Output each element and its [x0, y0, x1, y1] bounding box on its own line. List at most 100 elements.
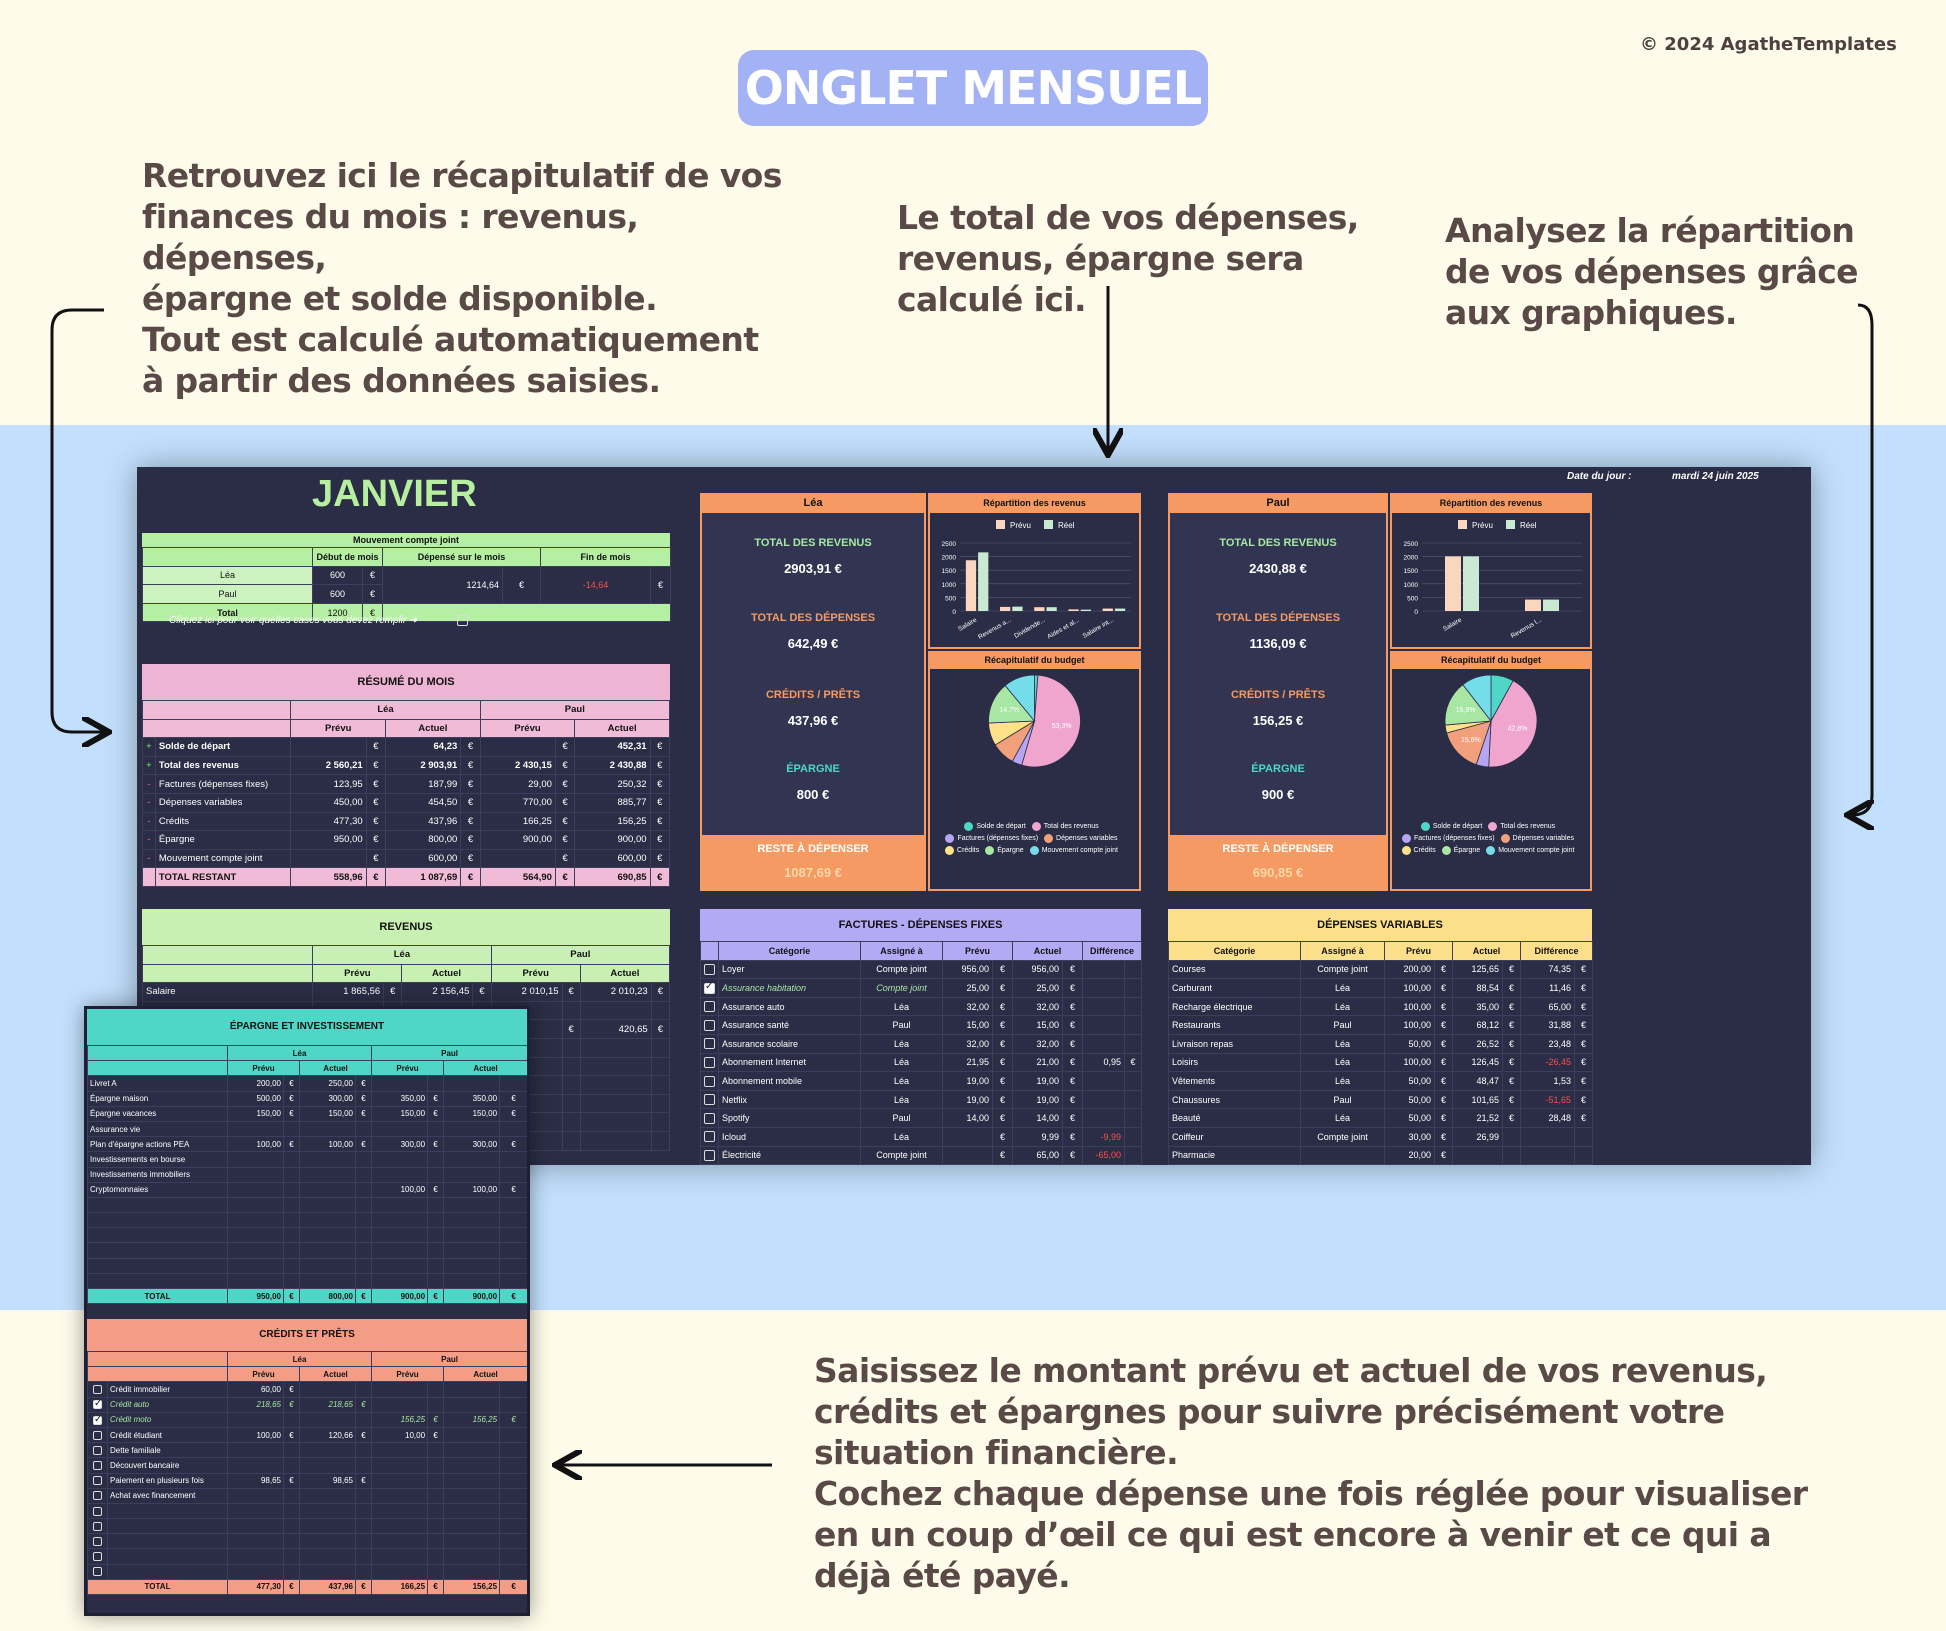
epargne-cell[interactable]: [227, 1257, 284, 1274]
factures-prevu[interactable]: [942, 1126, 993, 1147]
variables-prevu[interactable]: 200,00: [1384, 959, 1435, 980]
credits-checkbox-cell[interactable]: [87, 1518, 108, 1535]
epargne-cell[interactable]: [283, 1196, 300, 1214]
factures-checkbox-cell[interactable]: [700, 996, 719, 1017]
epargne-cell[interactable]: 100,00: [371, 1181, 429, 1198]
credits-cell[interactable]: [227, 1518, 284, 1535]
credits-cell[interactable]: [299, 1563, 356, 1580]
credits-cell[interactable]: [499, 1518, 527, 1535]
epargne-cell[interactable]: [354, 1257, 373, 1274]
epargne-cell[interactable]: [354, 1227, 373, 1244]
credits-cell[interactable]: [107, 1563, 228, 1580]
credits-cell[interactable]: [371, 1381, 429, 1398]
credits-checkbox-cell[interactable]: [87, 1396, 108, 1413]
credits-cell[interactable]: [371, 1502, 429, 1520]
variables-assignee[interactable]: Léa: [1300, 1108, 1385, 1128]
epargne-cell[interactable]: [87, 1257, 228, 1274]
epargne-cell[interactable]: [227, 1151, 284, 1168]
joint-row-start[interactable]: 600: [312, 565, 363, 586]
credits-cell[interactable]: [443, 1426, 501, 1444]
credits-checkbox-cell[interactable]: [87, 1533, 108, 1550]
epargne-cell[interactable]: [443, 1075, 501, 1092]
epargne-cell[interactable]: [87, 1227, 228, 1244]
credits-cell[interactable]: [427, 1548, 445, 1565]
epargne-cell[interactable]: 300,00: [299, 1090, 356, 1107]
epargne-cell[interactable]: [371, 1257, 429, 1274]
variables-prevu[interactable]: 20,00: [1384, 1145, 1435, 1165]
factures-checkbox-cell[interactable]: [700, 1108, 719, 1128]
paid-checkbox[interactable]: [93, 1414, 102, 1425]
credits-cell[interactable]: [107, 1548, 228, 1565]
revenus-cell[interactable]: 420,65: [579, 1019, 652, 1039]
factures-checkbox-cell[interactable]: [700, 978, 719, 998]
epargne-cell[interactable]: [427, 1227, 445, 1244]
factures-checkbox-cell[interactable]: [700, 959, 719, 980]
epargne-cell[interactable]: [299, 1242, 356, 1259]
revenus-cell[interactable]: 2 010,15: [490, 982, 563, 1002]
epargne-cell[interactable]: [443, 1242, 501, 1259]
credits-checkbox-cell[interactable]: [87, 1426, 108, 1444]
epargne-cell[interactable]: [227, 1272, 284, 1290]
credits-checkbox-cell[interactable]: [87, 1472, 108, 1489]
epargne-cell[interactable]: [499, 1212, 527, 1229]
epargne-cell[interactable]: 300,00: [443, 1136, 501, 1153]
epargne-cell[interactable]: [443, 1120, 501, 1138]
factures-actuel[interactable]: 65,00: [1012, 1145, 1064, 1165]
factures-actuel[interactable]: 14,00: [1012, 1108, 1064, 1128]
epargne-cell[interactable]: [371, 1212, 429, 1229]
epargne-cell[interactable]: [443, 1196, 501, 1214]
variables-actuel[interactable]: 125,65: [1452, 959, 1504, 980]
variables-actuel[interactable]: [1452, 1145, 1504, 1165]
paid-checkbox[interactable]: [704, 1075, 715, 1087]
credits-cell[interactable]: [299, 1487, 356, 1504]
factures-prevu[interactable]: 19,00: [942, 1089, 993, 1110]
epargne-cell[interactable]: [87, 1196, 228, 1214]
variables-assignee[interactable]: Paul: [1300, 1089, 1385, 1110]
factures-actuel[interactable]: 19,00: [1012, 1089, 1064, 1110]
epargne-cell[interactable]: [427, 1272, 445, 1290]
variables-actuel[interactable]: 26,52: [1452, 1033, 1504, 1054]
paid-checkbox[interactable]: [93, 1476, 102, 1486]
epargne-cell[interactable]: 250,00: [299, 1075, 356, 1092]
credits-cell[interactable]: [499, 1502, 527, 1520]
factures-checkbox-cell[interactable]: [700, 1071, 719, 1091]
credits-cell[interactable]: [371, 1518, 429, 1535]
credits-checkbox-cell[interactable]: [87, 1411, 108, 1428]
credits-cell[interactable]: [299, 1518, 356, 1535]
credits-cell[interactable]: [283, 1518, 300, 1535]
epargne-cell[interactable]: [371, 1196, 429, 1214]
credits-cell[interactable]: [299, 1548, 356, 1565]
epargne-cell[interactable]: [371, 1166, 429, 1183]
epargne-cell[interactable]: 100,00: [227, 1136, 284, 1153]
epargne-cell[interactable]: [499, 1272, 527, 1290]
credits-cell[interactable]: [227, 1563, 284, 1580]
factures-checkbox-cell[interactable]: [700, 1089, 719, 1110]
paid-checkbox[interactable]: [93, 1445, 102, 1455]
factures-assignee[interactable]: Léa: [860, 1089, 943, 1110]
epargne-cell[interactable]: 300,00: [371, 1136, 429, 1153]
credits-cell[interactable]: [499, 1563, 527, 1580]
epargne-cell[interactable]: [443, 1227, 501, 1244]
variables-actuel[interactable]: 35,00: [1452, 996, 1504, 1017]
credits-cell[interactable]: [283, 1548, 300, 1565]
factures-prevu[interactable]: 32,00: [942, 996, 993, 1017]
paid-checkbox[interactable]: [704, 981, 715, 994]
epargne-cell[interactable]: [299, 1227, 356, 1244]
epargne-cell[interactable]: [427, 1257, 445, 1274]
paid-checkbox[interactable]: [93, 1506, 102, 1516]
revenus-cell[interactable]: 1 865,56: [312, 982, 385, 1002]
credits-cell[interactable]: 156,25: [443, 1411, 501, 1428]
epargne-cell[interactable]: [227, 1242, 284, 1259]
credits-cell[interactable]: [443, 1518, 501, 1535]
epargne-cell[interactable]: 150,00: [371, 1105, 429, 1122]
factures-actuel[interactable]: 15,00: [1012, 1015, 1064, 1035]
credits-cell[interactable]: [443, 1381, 501, 1398]
credits-cell[interactable]: [107, 1502, 228, 1520]
credits-cell[interactable]: 60,00: [227, 1381, 284, 1398]
epargne-cell[interactable]: [87, 1212, 228, 1229]
credits-cell[interactable]: [227, 1502, 284, 1520]
variables-assignee[interactable]: Paul: [1300, 1015, 1385, 1035]
epargne-cell[interactable]: [227, 1120, 284, 1138]
paid-checkbox[interactable]: [704, 1001, 715, 1013]
epargne-cell[interactable]: 200,00: [227, 1075, 284, 1092]
